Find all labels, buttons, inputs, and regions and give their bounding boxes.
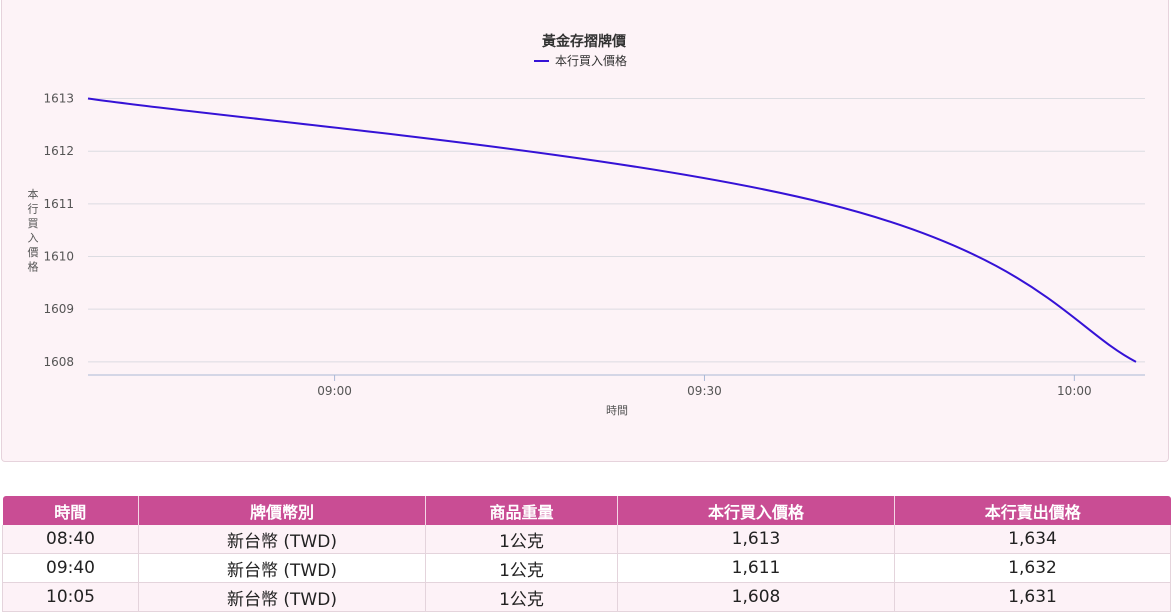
table-header-row: 時間 牌價幣別 商品重量 本行買入價格 本行賣出價格	[2, 496, 1171, 525]
y-tick-label: 1610	[43, 250, 74, 264]
table-cell: 1,613	[617, 525, 895, 554]
grid	[88, 98, 1145, 363]
table-cell: 08:40	[2, 525, 139, 554]
line-chart: 黃金存摺牌價 本行買入價格 1608 1609 1610 1611 1612 1613 0…	[28, 33, 1145, 417]
price-table: 時間 牌價幣別 商品重量 本行買入價格 本行賣出價格 08:40 新台幣 (TWD) 1公克…	[2, 496, 1171, 612]
table-cell: 1公克	[425, 582, 618, 612]
table-cell: 新台幣 (TWD)	[138, 553, 426, 583]
y-axis-title-char: 本	[28, 187, 39, 201]
legend[interactable]: 本行買入價格	[534, 53, 627, 68]
table-cell: 1,634	[894, 525, 1171, 554]
column-header: 時間	[2, 496, 139, 525]
table-row: 09:40 新台幣 (TWD) 1公克 1,611 1,632	[2, 553, 1171, 583]
table-cell: 1,611	[617, 553, 895, 583]
y-axis-title-char: 買	[28, 217, 39, 230]
table-row: 10:05 新台幣 (TWD) 1公克 1,608 1,631	[2, 582, 1171, 612]
chart-panel: 黃金存摺牌價 本行買入價格 1608 1609 1610 1611 1612 1613 0…	[1, 0, 1169, 462]
y-tick-label: 1612	[43, 144, 74, 158]
x-axis-ticks: 09:00 09:30 10:00	[317, 375, 1092, 398]
table-cell: 1,632	[894, 553, 1171, 583]
table-body: 08:40 新台幣 (TWD) 1公克 1,613 1,634 09:40 新台幣 (TWD…	[2, 525, 1171, 612]
y-axis-title-char: 格	[28, 260, 39, 274]
y-tick-label: 1608	[43, 355, 74, 369]
legend-label: 本行買入價格	[555, 53, 627, 68]
y-axis-title-char: 價	[28, 245, 39, 259]
series-line[interactable]	[87, 97, 1137, 363]
table-cell: 1公克	[425, 553, 618, 583]
table-cell: 1,608	[617, 582, 895, 612]
table-cell: 09:40	[2, 553, 139, 583]
chart-title: 黃金存摺牌價	[541, 33, 627, 50]
x-axis-title: 時間	[606, 404, 628, 417]
y-tick-label: 1609	[43, 302, 74, 316]
table-cell: 1,631	[894, 582, 1171, 612]
y-axis-title-char: 行	[28, 203, 39, 216]
table-cell: 新台幣 (TWD)	[138, 525, 426, 554]
y-axis-title-char: 入	[28, 232, 39, 245]
column-header: 本行買入價格	[617, 496, 895, 525]
y-axis-title: 本行買入價格	[28, 187, 39, 274]
y-tick-label: 1611	[43, 197, 74, 211]
table-cell: 1公克	[425, 525, 618, 554]
series-layer	[87, 97, 1137, 363]
column-header: 商品重量	[425, 496, 618, 525]
y-tick-label: 1613	[43, 92, 74, 106]
x-tick-label: 09:30	[687, 384, 722, 398]
column-header: 本行賣出價格	[894, 496, 1171, 525]
y-axis-ticks: 1608 1609 1610 1611 1612 1613	[43, 92, 74, 369]
table-cell: 新台幣 (TWD)	[138, 582, 426, 612]
column-header: 牌價幣別	[138, 496, 426, 525]
x-tick-label: 09:00	[317, 384, 352, 398]
table-row: 08:40 新台幣 (TWD) 1公克 1,613 1,634	[2, 525, 1171, 554]
table-cell: 10:05	[2, 582, 139, 612]
x-tick-label: 10:00	[1057, 384, 1092, 398]
